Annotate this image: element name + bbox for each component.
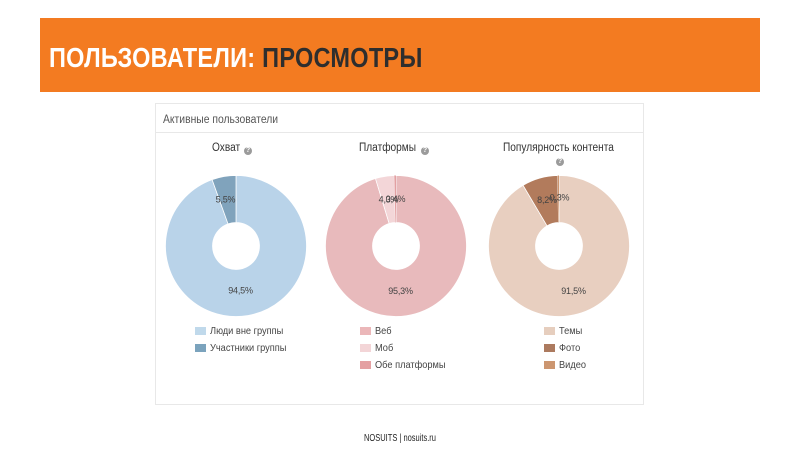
- svg-text:0,3%: 0,3%: [549, 193, 569, 203]
- svg-text:4,3%: 4,3%: [379, 195, 399, 205]
- svg-text:8,2%: 8,2%: [537, 195, 557, 205]
- svg-text:0,4%: 0,4%: [386, 194, 406, 204]
- svg-text:95,3%: 95,3%: [388, 286, 413, 296]
- svg-text:91,5%: 91,5%: [561, 286, 586, 296]
- svg-text:5,5%: 5,5%: [215, 195, 235, 205]
- svg-text:94,5%: 94,5%: [228, 286, 253, 296]
